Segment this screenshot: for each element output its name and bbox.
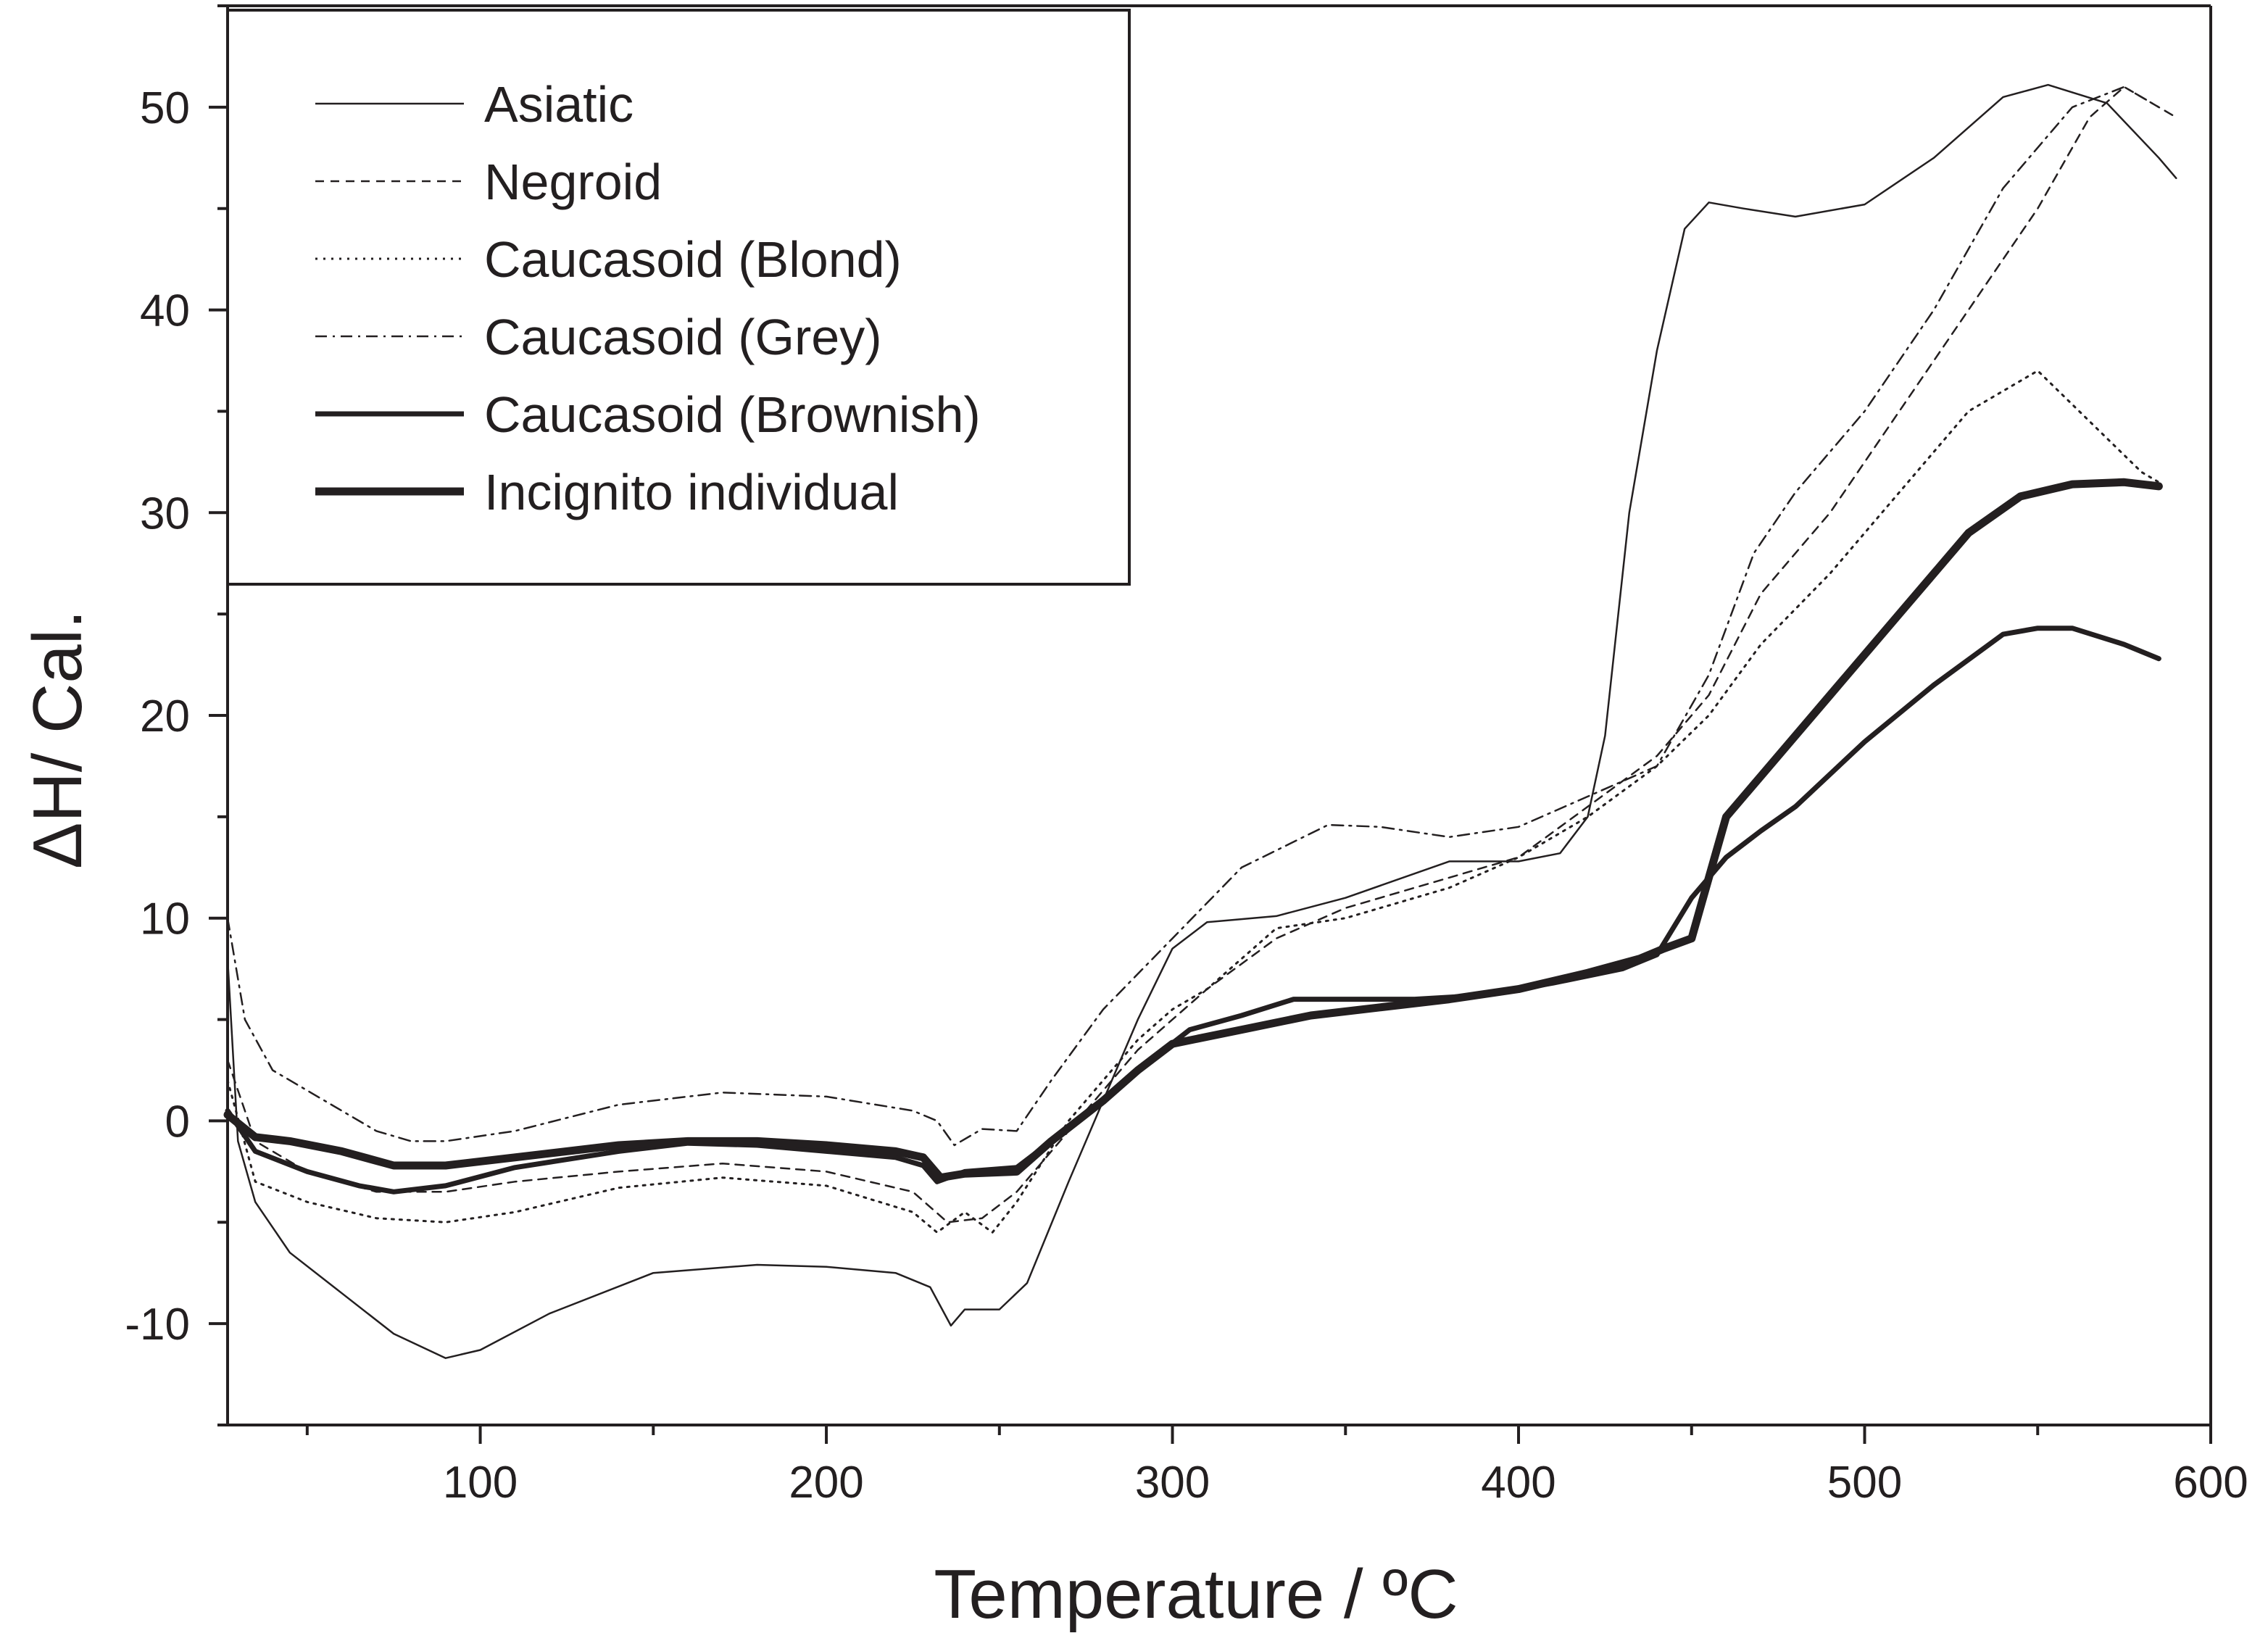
- y-tick-label: -10: [125, 1300, 190, 1350]
- y-ticks: -10 0 10 20 30 40 50: [125, 4, 228, 1426]
- legend-label: Caucasoid (Blond): [484, 231, 902, 288]
- legend-label: Asiatic: [484, 76, 634, 133]
- y-tick-label: 10: [140, 894, 190, 944]
- x-tick-label: 300: [1135, 1458, 1210, 1508]
- series-line-caucasoid-grey: [226, 86, 2160, 1147]
- legend-label: Incignito individual: [484, 464, 899, 520]
- series-line-caucasoid-blond: [226, 370, 2160, 1234]
- legend-label: Negroid: [484, 154, 662, 210]
- y-tick-label: 50: [140, 83, 190, 133]
- x-axis-title: Temperature / ºC: [934, 1555, 1458, 1633]
- legend-label: Caucasoid (Brownish): [484, 386, 981, 443]
- series-line-incignito-individual: [223, 478, 2163, 1182]
- x-tick-label: 100: [443, 1458, 518, 1508]
- legend-label: Caucasoid (Grey): [484, 309, 882, 365]
- y-axis-title: ΔH/ Cal.: [19, 610, 96, 869]
- series-line-asiatic: [226, 83, 2177, 1359]
- x-tick-label: 200: [789, 1458, 863, 1508]
- y-tick-label: 20: [140, 691, 190, 741]
- y-tick-label: 0: [165, 1097, 190, 1147]
- legend-entries: Asiatic Negroid Caucasoid (Blond) Caucasoid…: [315, 76, 981, 520]
- x-ticks: 100 200 300 400 500 600: [305, 1425, 2248, 1508]
- series-layer: [223, 83, 2177, 1359]
- y-tick-label: 30: [140, 489, 190, 539]
- x-tick-label: 600: [2173, 1458, 2248, 1508]
- legend: Asiatic Negroid Caucasoid (Blond) Caucasoid…: [226, 9, 1131, 586]
- y-tick-label: 40: [140, 286, 190, 336]
- series-line-caucasoid-brownish: [225, 626, 2161, 1195]
- x-tick-label: 400: [1481, 1458, 1555, 1508]
- x-tick-label: 500: [1827, 1458, 1902, 1508]
